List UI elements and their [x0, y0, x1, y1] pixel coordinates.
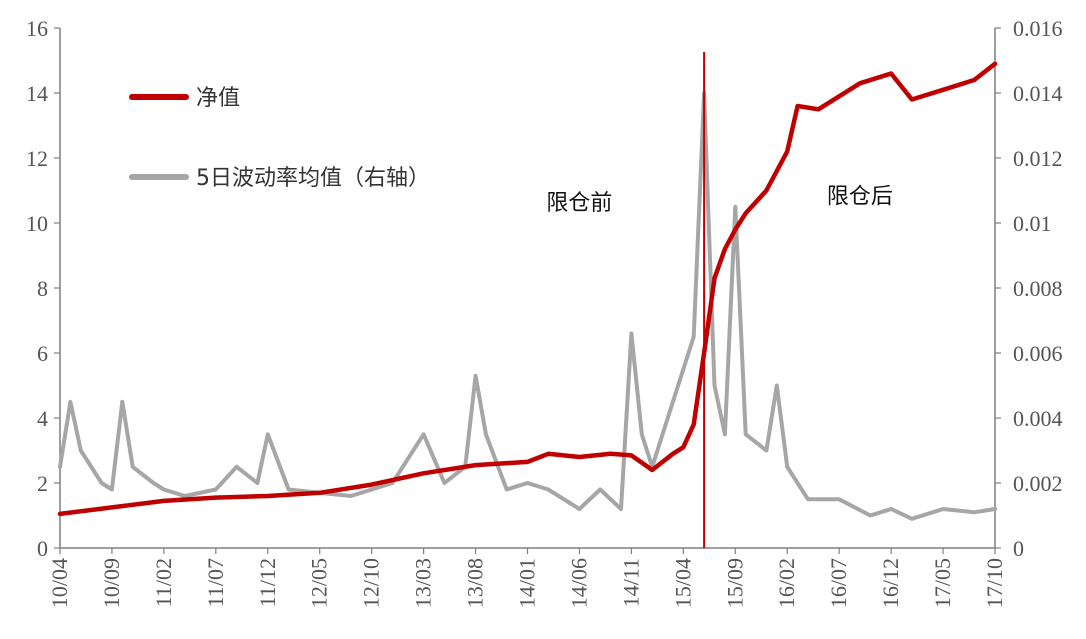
- left-y-tick-label: 16: [26, 16, 48, 41]
- legend-label: 5日波动率均值（右轴）: [196, 166, 430, 191]
- x-tick-label: 15/09: [722, 558, 747, 608]
- right-y-tick-label: 0.012: [1013, 146, 1063, 171]
- x-tick-label: 10/09: [99, 558, 124, 608]
- annotation-label: 限仓后: [827, 185, 893, 210]
- left-y-tick-label: 8: [37, 276, 48, 301]
- x-tick-label: 16/12: [878, 558, 903, 608]
- legend: 净值 5日波动率均值（右轴）: [129, 86, 430, 191]
- x-axis-ticks: 10/04 10/09 11/02 11/07 11/12 12/05 12/10 13/03…: [47, 548, 1007, 608]
- right-y-tick-label: 0.006: [1013, 341, 1063, 366]
- right-y-tick-label: 0: [1013, 536, 1024, 561]
- left-y-tick-label: 12: [26, 146, 48, 171]
- x-tick-label: 11/12: [255, 558, 280, 607]
- x-tick-label: 15/04: [670, 558, 695, 608]
- x-tick-label: 17/10: [982, 558, 1007, 608]
- left-y-tick-label: 14: [26, 81, 48, 106]
- x-tick-label: 17/05: [930, 558, 955, 608]
- x-tick-label: 16/02: [774, 558, 799, 608]
- x-tick-label: 14/01: [515, 558, 540, 608]
- annotations: 限仓前 限仓后: [546, 185, 893, 217]
- left-y-tick-label: 4: [37, 406, 48, 431]
- left-y-axis-ticks: 0 2 4 6 8 10 12 14 16: [26, 16, 60, 561]
- left-y-tick-label: 2: [37, 471, 48, 496]
- legend-label: 净值: [196, 86, 240, 111]
- x-tick-label: 13/03: [411, 558, 436, 608]
- right-y-tick-label: 0.014: [1013, 81, 1063, 106]
- annotation-label: 限仓前: [546, 191, 612, 216]
- x-tick-label: 13/08: [463, 558, 488, 608]
- series-layer: [57, 61, 998, 521]
- right-y-tick-label: 0.016: [1013, 16, 1063, 41]
- right-y-tick-label: 0.002: [1013, 471, 1063, 496]
- series-line-nav: [57, 61, 998, 517]
- x-tick-label: 11/02: [151, 558, 176, 607]
- right-y-axis-ticks: 0 0.002 0.004 0.006 0.008 0.01 0.012 0.014 0.016: [995, 16, 1063, 561]
- x-tick-label: 12/05: [307, 558, 332, 608]
- series-line-volatility: [58, 91, 997, 521]
- right-y-tick-label: 0.01: [1013, 211, 1052, 236]
- x-tick-label: 14/06: [566, 558, 591, 608]
- right-y-tick-label: 0.004: [1013, 406, 1063, 431]
- x-tick-label: 16/07: [826, 558, 851, 608]
- left-y-tick-label: 6: [37, 341, 48, 366]
- x-tick-label: 12/10: [359, 558, 384, 608]
- left-y-tick-label: 10: [26, 211, 48, 236]
- x-tick-label: 14/11: [618, 558, 643, 607]
- right-y-tick-label: 0.008: [1013, 276, 1063, 301]
- x-tick-label: 11/07: [203, 558, 228, 607]
- x-tick-label: 10/04: [47, 558, 72, 608]
- left-y-tick-label: 0: [37, 536, 48, 561]
